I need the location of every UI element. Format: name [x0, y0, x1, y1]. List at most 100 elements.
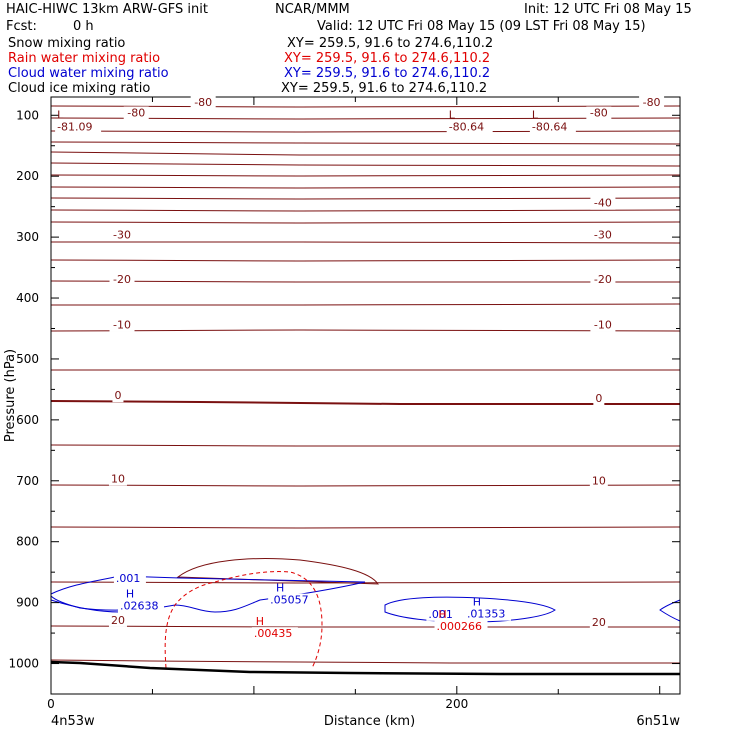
isotherm-line — [51, 303, 681, 306]
isotherm-line — [50, 186, 681, 189]
y-tick-label: 200 — [16, 169, 39, 183]
isotherm-line — [50, 259, 681, 262]
isotherm-label: -10 — [594, 318, 612, 331]
isotherm-line — [50, 141, 681, 145]
cloud-water-contour — [50, 599, 121, 613]
field-xy-rain: XY= 259.5, 91.6 to 274.6,110.2 — [284, 51, 491, 66]
field-xy-cloud-water: XY= 259.5, 91.6 to 274.6,110.2 — [284, 66, 491, 81]
y-tick-label: 500 — [16, 352, 39, 366]
isotherm-label: 20 — [111, 614, 125, 627]
x-left-endpoint-label: 4n53w — [51, 714, 95, 729]
cloud-water-high-value-bg — [268, 593, 315, 607]
cloud-water-label: .001 — [428, 608, 453, 621]
field-xy-cloud-ice: XY= 259.5, 91.6 to 274.6,110.2 — [281, 81, 488, 96]
y-tick-label: 400 — [16, 291, 39, 305]
forecast-hour: 0 h — [73, 19, 94, 34]
isotherm-label-bg — [590, 228, 616, 242]
isotherm-line — [50, 400, 680, 405]
cloud-water-label-bg — [426, 607, 459, 621]
isotherm-line — [50, 130, 681, 133]
y-tick-label: 100 — [16, 108, 39, 122]
contour-labels: -80 -80 -80 -80 -40 -30 -30 -20 -20 -10 -10 0 0 10 10 2… — [55, 96, 665, 641]
field-name-rain: Rain water mixing ratio — [8, 51, 161, 66]
isotherm-label-bg — [112, 389, 124, 403]
org-label: NCAR/MMM — [275, 2, 350, 17]
isotherm-label: -20 — [113, 273, 131, 286]
cloud-water-high-value: .02638 — [120, 600, 158, 613]
isotherm-label: -10 — [113, 318, 131, 331]
isotherm-line — [50, 659, 680, 664]
plot-frame — [50, 96, 681, 695]
terrain-line — [50, 660, 680, 676]
isotherm-label: -80 — [194, 96, 212, 109]
low-value-bg — [55, 120, 102, 134]
cloud-water-high-symbol: H — [276, 582, 284, 595]
isotherm-label: -30 — [113, 228, 131, 241]
cloud-water-high-value-bg — [464, 607, 511, 621]
forecast-label: Fcst: — [6, 19, 37, 34]
isotherm-label-bg — [123, 106, 149, 120]
field-xy-snow: XY= 259.5, 91.6 to 274.6,110.2 — [287, 36, 494, 51]
x-right-endpoint-label: 6n51w — [636, 714, 680, 729]
y-tick-label: 1000 — [8, 657, 39, 671]
rain-high-value-bg — [251, 627, 298, 641]
field-name-snow: Snow mixing ratio — [8, 36, 126, 51]
isotherm-line — [50, 625, 680, 628]
low-symbol: L — [57, 108, 64, 121]
rain-high-value: .00435 — [254, 627, 293, 640]
low-symbol: L — [449, 108, 456, 121]
cloud-water-high-value: .01353 — [467, 608, 506, 621]
isotherm-label-bg — [590, 318, 616, 332]
isotherm-label-bg — [589, 615, 608, 629]
valid-time: Valid: 12 UTC Fri 08 May 15 (09 LST Fri … — [317, 19, 646, 34]
init-time: Init: 12 UTC Fri 08 May 15 — [524, 2, 692, 17]
isotherm-line — [50, 151, 680, 156]
low-symbol: L — [532, 108, 539, 121]
isotherm-line — [50, 280, 680, 283]
isotherm-label: -30 — [594, 228, 612, 241]
x-axis-label: Distance (km) — [324, 714, 415, 729]
isotherm-label-bg — [108, 472, 127, 486]
low-value: -81.09 — [57, 120, 92, 133]
isotherm-label: -80 — [127, 106, 145, 119]
y-tick-label: 600 — [16, 413, 39, 427]
isotherm-line — [50, 105, 681, 108]
rain-water-contour — [164, 571, 323, 669]
rain-high-value-bg — [434, 619, 488, 633]
y-axis-label: Pressure (hPa) — [3, 349, 18, 442]
isotherm-label: 0 — [114, 389, 121, 402]
isotherm-line — [50, 162, 681, 167]
isotherm-line — [50, 221, 681, 224]
cloud-water-high-symbol: H — [473, 596, 481, 609]
cloud-water-label-bg — [113, 571, 146, 585]
isotherm-line — [50, 329, 681, 332]
isotherm-line — [50, 209, 681, 212]
cloud-water-contour — [50, 575, 366, 613]
cloud-water-high-value-bg — [117, 599, 164, 613]
isotherm-label-bg — [639, 96, 665, 110]
y-tick-label: 900 — [16, 596, 39, 610]
plot-frame-border — [50, 96, 681, 695]
field-name-cloud-ice: Cloud ice mixing ratio — [8, 81, 151, 96]
low-value: -80.64 — [449, 120, 484, 133]
isotherm-line — [50, 526, 681, 529]
isotherm-label-bg — [593, 392, 605, 406]
isotherm-line — [176, 558, 379, 585]
isotherm-label-bg — [589, 474, 608, 488]
low-value-bg — [529, 120, 576, 134]
x-tick-label: 0 — [47, 697, 55, 711]
cloud-water-contour — [659, 599, 681, 622]
cloud-rain-contours — [50, 571, 681, 669]
y-tick-label: 300 — [16, 230, 39, 244]
isotherm-label: 10 — [111, 473, 125, 486]
isotherm-line — [50, 197, 681, 200]
isotherm-label-bg — [109, 318, 135, 332]
isotherm-label-bg — [109, 228, 135, 242]
isotherm-label: 0 — [595, 392, 602, 405]
field-name-cloud-water: Cloud water mixing ratio — [8, 66, 169, 81]
isotherm-label: 10 — [592, 474, 606, 487]
isotherm-label-bg — [190, 96, 216, 110]
rain-high-symbol: H — [438, 608, 446, 621]
